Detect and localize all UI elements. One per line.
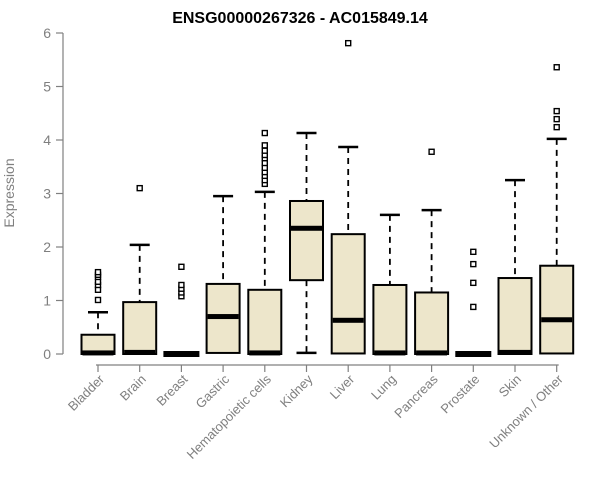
x-tick-label: Kidney — [277, 371, 316, 410]
box-group-lung — [372, 213, 408, 356]
median-line — [163, 351, 200, 357]
x-tick-label: Gastric — [193, 371, 233, 411]
outlier-point — [470, 279, 477, 287]
outlier-point — [470, 260, 477, 268]
median-line — [207, 314, 239, 320]
x-tick-label: Lung — [368, 372, 399, 403]
box-rect — [497, 277, 533, 355]
x-tick-label: Prostate — [438, 372, 483, 417]
median-line — [499, 349, 531, 355]
box-group-kidney — [289, 131, 324, 355]
outlier-point — [470, 303, 477, 311]
median-line — [124, 349, 156, 355]
x-tick-label: Pancreas — [391, 371, 441, 421]
x-tick-label: Breast — [153, 371, 190, 408]
box-group-hematopoietic-cells — [247, 129, 283, 356]
x-tick-label: Brain — [117, 372, 149, 404]
x-tick-label: Unknown / Other — [486, 371, 566, 451]
outlier-point — [470, 248, 477, 256]
median-line — [416, 350, 448, 356]
x-tick-label: Bladder — [65, 371, 108, 414]
y-tick-label: 0 — [43, 346, 51, 362]
median-line — [541, 317, 573, 323]
y-tick-label: 3 — [43, 186, 51, 202]
y-axis-title: Expression — [1, 158, 17, 227]
outlier-point — [261, 147, 268, 154]
outlier-point — [553, 123, 560, 131]
y-tick-label: 2 — [43, 239, 51, 255]
box-rect — [330, 233, 366, 355]
outlier-point — [553, 107, 560, 115]
outlier-point — [94, 268, 102, 276]
box-group-prostate — [455, 248, 492, 357]
median-line — [455, 351, 492, 357]
outlier-point — [178, 263, 185, 270]
box-rect — [122, 301, 158, 356]
median-line — [374, 350, 406, 356]
outlier-point — [94, 296, 102, 304]
box-rect — [247, 288, 283, 355]
box-group-liver — [330, 39, 366, 355]
median-line — [332, 317, 364, 323]
box-rect — [539, 264, 575, 355]
box-rect — [372, 283, 408, 355]
outlier-point — [428, 148, 435, 155]
outlier-point — [553, 64, 560, 71]
outlier-point — [261, 129, 268, 137]
chart-title: ENSG00000267326 - AC015849.14 — [172, 10, 428, 27]
y-tick-label: 5 — [43, 79, 51, 95]
box-group-pancreas — [414, 148, 450, 356]
box-group-breast — [163, 263, 200, 357]
box-group-gastric — [205, 194, 241, 354]
box-group-skin — [497, 178, 533, 355]
box-rect — [289, 199, 324, 282]
y-tick-label: 4 — [43, 132, 51, 148]
outlier-point — [261, 142, 268, 149]
y-tick-label: 1 — [43, 293, 51, 309]
x-tick-label: Liver — [327, 371, 358, 402]
outlier-point — [178, 281, 185, 289]
box-group-bladder — [80, 268, 116, 356]
median-line — [249, 350, 281, 356]
box-rect — [414, 291, 450, 356]
outlier-point — [553, 115, 560, 123]
median-line — [291, 225, 322, 231]
y-tick-label: 6 — [43, 25, 51, 41]
x-tick-label: Skin — [496, 372, 524, 400]
box-group-brain — [122, 184, 158, 356]
outlier-point — [136, 184, 143, 192]
outlier-point — [345, 39, 352, 47]
median-line — [82, 350, 114, 356]
box-group-unknown-other — [539, 64, 575, 355]
